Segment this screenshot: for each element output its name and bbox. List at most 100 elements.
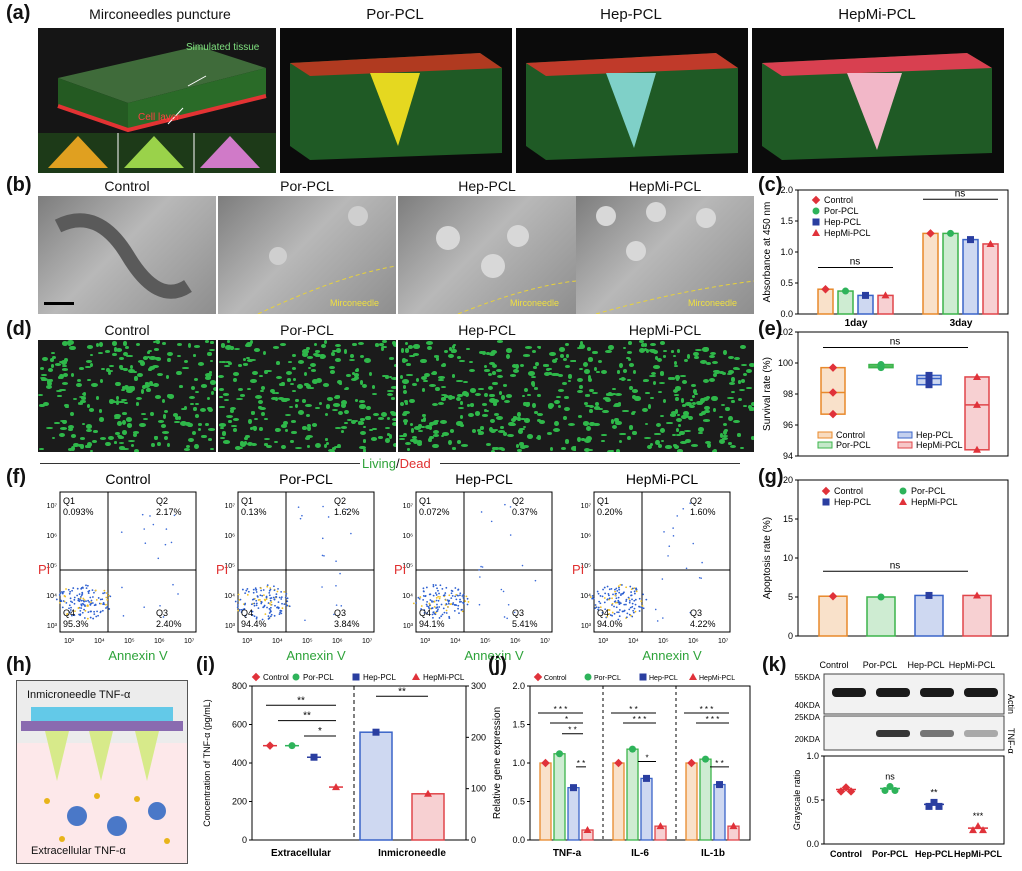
living-cell bbox=[488, 361, 495, 366]
living-cell bbox=[246, 441, 254, 447]
f-dot bbox=[122, 615, 125, 617]
f-dot bbox=[615, 597, 618, 600]
living-cell bbox=[368, 371, 373, 377]
living-cell bbox=[420, 419, 425, 422]
living-cell bbox=[359, 445, 366, 450]
f-xlabel: Annexin V bbox=[108, 648, 168, 660]
living-cell bbox=[61, 364, 67, 367]
living-cell bbox=[451, 344, 456, 349]
living-cell bbox=[645, 391, 650, 395]
living-cell bbox=[68, 448, 73, 452]
living-cell bbox=[128, 368, 135, 373]
j-point bbox=[716, 781, 723, 789]
living-cell bbox=[577, 378, 583, 383]
j-legend-label: Hep-PCL bbox=[649, 675, 678, 682]
living-cell bbox=[387, 389, 395, 392]
living-cell bbox=[391, 386, 396, 389]
f-dot bbox=[82, 597, 85, 600]
f-dot bbox=[68, 604, 71, 607]
f-dot bbox=[419, 596, 422, 598]
f-ylabel: PI bbox=[572, 562, 584, 577]
j-ytick-label-4: 2.0 bbox=[512, 681, 525, 691]
f-dot bbox=[606, 615, 609, 618]
f-quadrant-value: 94.4% bbox=[241, 619, 267, 629]
living-cell bbox=[132, 370, 137, 374]
living-cell bbox=[601, 439, 606, 443]
f-dot bbox=[109, 595, 112, 598]
living-cell bbox=[735, 367, 740, 371]
living-cell bbox=[425, 424, 432, 429]
living-cell bbox=[403, 410, 410, 415]
f-dot bbox=[280, 612, 283, 615]
living-cell bbox=[731, 377, 735, 382]
living-cell bbox=[51, 436, 55, 440]
living-cell bbox=[734, 357, 740, 361]
living-cell bbox=[314, 353, 319, 358]
living-cell bbox=[554, 357, 558, 360]
living-cell bbox=[469, 368, 475, 372]
chart-k: Control Por-PCL Hep-PCL HepMi-PCL55KDA40KDA… bbox=[792, 660, 1016, 859]
f-dot bbox=[633, 590, 636, 593]
living-cell bbox=[488, 397, 496, 403]
living-cell bbox=[130, 443, 135, 447]
living-cell bbox=[551, 359, 557, 363]
f-dot bbox=[245, 589, 248, 592]
living-cell bbox=[588, 388, 594, 393]
j-sig-label: * * bbox=[568, 726, 576, 735]
living-cell bbox=[659, 382, 666, 385]
f-dot bbox=[620, 584, 623, 586]
living-cell bbox=[431, 371, 438, 375]
f-dot bbox=[283, 591, 286, 593]
living-cell bbox=[194, 444, 199, 450]
f-dot bbox=[603, 597, 606, 599]
f-dot bbox=[55, 598, 58, 601]
f-dot bbox=[625, 600, 628, 603]
j-ytick-label-3: 1.5 bbox=[512, 720, 525, 730]
living-cell bbox=[655, 439, 660, 445]
living-cell bbox=[258, 399, 264, 405]
f-dot bbox=[597, 592, 600, 595]
living-cell bbox=[704, 409, 710, 414]
living-cell bbox=[46, 385, 53, 390]
living-cell bbox=[236, 446, 243, 450]
k-point bbox=[891, 787, 899, 795]
living-cell bbox=[115, 381, 121, 387]
living-cell bbox=[391, 341, 396, 346]
living-cell bbox=[479, 350, 484, 354]
living-cell bbox=[87, 345, 94, 349]
f-dot bbox=[445, 586, 448, 589]
living-cell bbox=[307, 426, 311, 431]
living-cell bbox=[537, 393, 541, 398]
living-cell bbox=[277, 397, 285, 400]
f-ytick-label: 10⁵ bbox=[402, 563, 413, 570]
living-cell bbox=[692, 351, 699, 357]
living-cell bbox=[660, 428, 665, 434]
living-cell bbox=[38, 393, 43, 396]
living-cell bbox=[680, 440, 687, 445]
living-cell bbox=[483, 368, 490, 373]
living-cell bbox=[728, 441, 732, 446]
f-dot bbox=[433, 600, 436, 603]
f-quadrant-name: Q1 bbox=[597, 496, 609, 506]
living-cell bbox=[672, 388, 679, 393]
living-cell bbox=[739, 388, 746, 391]
f-dot bbox=[619, 583, 622, 586]
f-dot bbox=[604, 608, 607, 611]
living-cell bbox=[264, 418, 268, 421]
living-cell bbox=[141, 385, 146, 390]
f-dot bbox=[616, 611, 619, 614]
cell-layer-label: Cell layer bbox=[138, 112, 180, 123]
j-bar bbox=[685, 762, 698, 841]
e-ytick-label-3: 100 bbox=[778, 358, 793, 368]
living-cell bbox=[424, 373, 431, 378]
living-cell bbox=[691, 383, 696, 387]
living-cell bbox=[262, 350, 266, 356]
k-kda-label: 25KDA bbox=[795, 713, 821, 722]
living-cell bbox=[456, 421, 463, 426]
living-cell bbox=[502, 384, 507, 387]
living-cell bbox=[681, 380, 687, 385]
f-dot bbox=[105, 607, 107, 609]
living-cell bbox=[410, 428, 415, 434]
a-por-3d bbox=[280, 28, 512, 173]
j-bar bbox=[626, 748, 639, 841]
